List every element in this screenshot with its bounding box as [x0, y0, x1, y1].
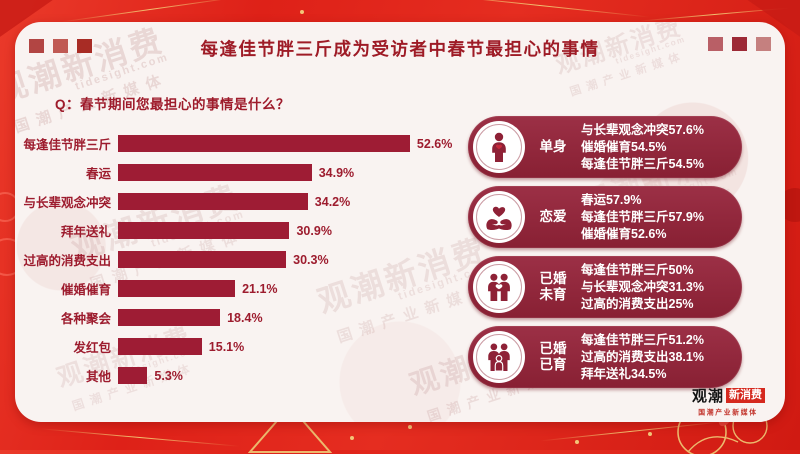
bar-category-label: 各种聚会: [60, 312, 111, 326]
gold-dot: [350, 436, 354, 440]
gold-dot: [575, 440, 579, 444]
chart-row: 与长辈观念冲突 34.2%: [15, 187, 460, 216]
page-title: 每逢佳节胖三斤成为受访者中春节最担心的事情: [200, 39, 600, 59]
gold-dot: [408, 425, 412, 429]
segment-stat-line: 每逢佳节胖三斤51.2%: [581, 332, 704, 347]
content-card: 观潮新消费 tidesight.com 国潮产业新媒体 观潮新消费 tidesight.…: [15, 22, 785, 422]
segment-card: 已婚 已育 每逢佳节胖三斤51.2% 过高的消费支出38.1% 拜年送礼34.5%: [468, 326, 742, 388]
bar-value-label: 18.4%: [227, 310, 263, 325]
bar-value-label: 5.3%: [154, 368, 183, 383]
bar-category-label: 发红包: [73, 341, 111, 355]
segment-stat-line: 过高的消费支出38.1%: [581, 349, 704, 364]
bar: [118, 309, 221, 326]
bar-chart: 每逢佳节胖三斤 52.6% 春运 34.9% 与长辈观念冲突 34.2% 拜年送礼 30.9%…: [15, 129, 460, 390]
bar-category-label: 春运: [85, 167, 111, 181]
frame-gold-line: [60, 0, 240, 23]
chart-row: 春运 34.9%: [15, 158, 460, 187]
gold-dot: [648, 432, 652, 436]
segment-card: 恋爱 春运57.9% 每逢佳节胖三斤57.9% 催婚催育52.6%: [468, 186, 742, 248]
segment-stats: 每逢佳节胖三斤50% 与长辈观念冲突31.3% 过高的消费支出25%: [578, 262, 742, 313]
chart-row: 其他 5.3%: [15, 361, 460, 390]
segment-stat-line: 与长辈观念冲突31.3%: [581, 279, 704, 294]
bar: [118, 280, 236, 297]
brand-logo-highlight: 新消费: [726, 388, 765, 403]
bar: [118, 338, 202, 355]
frame-gold-line: [430, 0, 650, 18]
brand-logo-text: 观潮: [691, 388, 724, 405]
bar: [118, 222, 290, 239]
bar-category-label: 每逢佳节胖三斤: [23, 138, 111, 152]
segment-stat-line: 拜年送礼34.5%: [581, 366, 667, 381]
segment-stats: 春运57.9% 每逢佳节胖三斤57.9% 催婚催育52.6%: [578, 192, 742, 243]
segments-list: 单身 与长辈观念冲突57.6% 催婚催育54.5% 每逢佳节胖三斤54.5% 恋爱 春运5…: [468, 116, 742, 388]
bar: [118, 193, 308, 210]
couple-icon: [473, 261, 525, 313]
decor-squares-top-left: [29, 39, 92, 53]
segment-stat-line: 每逢佳节胖三斤57.9%: [581, 209, 704, 224]
bar: [118, 367, 148, 384]
bar-value-label: 30.3%: [293, 252, 329, 267]
segment-stat-line: 催婚催育52.6%: [581, 226, 667, 241]
segment-card: 已婚 未育 每逢佳节胖三斤50% 与长辈观念冲突31.3% 过高的消费支出25%: [468, 256, 742, 318]
chart-row: 过高的消费支出 30.3%: [15, 245, 460, 274]
bar-value-label: 21.1%: [242, 281, 278, 296]
bar-value-label: 34.9%: [318, 165, 355, 180]
chart-row: 每逢佳节胖三斤 52.6%: [15, 129, 460, 158]
segment-stat-line: 与长辈观念冲突57.6%: [581, 122, 704, 137]
segment-stats: 每逢佳节胖三斤51.2% 过高的消费支出38.1% 拜年送礼34.5%: [578, 332, 742, 383]
bar-category-label: 其他: [85, 370, 111, 384]
segment-stat-line: 每逢佳节胖三斤50%: [581, 262, 694, 277]
bar-value-label: 15.1%: [208, 339, 245, 354]
hands-heart-icon: [473, 191, 525, 243]
segment-stats: 与长辈观念冲突57.6% 催婚催育54.5% 每逢佳节胖三斤54.5%: [578, 122, 742, 173]
bar-category-label: 过高的消费支出: [23, 254, 111, 268]
segment-label: 已婚 未育: [539, 271, 567, 302]
decor-squares-top-right: [708, 37, 771, 51]
bar-value-label: 34.2%: [314, 194, 351, 209]
brand-logo: 观潮 新消费 国潮产业新媒体: [692, 385, 765, 418]
brand-logo-tagline: 国潮产业新媒体: [698, 408, 759, 417]
chart-row: 发红包 15.1%: [15, 332, 460, 361]
segment-card: 单身 与长辈观念冲突57.6% 催婚催育54.5% 每逢佳节胖三斤54.5%: [468, 116, 742, 178]
single-person-icon: [473, 121, 525, 173]
segment-label: 已婚 已育: [539, 341, 567, 372]
bar: [118, 135, 410, 152]
chart-row: 催婚催育 21.1%: [15, 274, 460, 303]
segment-label: 恋爱: [539, 209, 567, 224]
frame-gold-line: [40, 428, 240, 447]
family-icon: [473, 331, 525, 383]
segment-stat-line: 过高的消费支出25%: [581, 296, 694, 311]
segment-stat-line: 催婚催育54.5%: [581, 139, 667, 154]
bar-value-label: 30.9%: [296, 223, 332, 238]
gold-dot: [300, 10, 304, 14]
bar-category-label: 催婚催育: [60, 283, 111, 297]
survey-question: Q：春节期间您最担心的事情是什么？: [55, 97, 291, 112]
chart-row: 拜年送礼 30.9%: [15, 216, 460, 245]
segment-label: 单身: [539, 139, 567, 154]
bar-category-label: 与长辈观念冲突: [23, 196, 111, 210]
segment-stat-line: 每逢佳节胖三斤54.5%: [581, 156, 704, 171]
bar-category-label: 拜年送礼: [60, 225, 111, 239]
bar: [118, 251, 287, 268]
bar-chart-rows: 每逢佳节胖三斤 52.6% 春运 34.9% 与长辈观念冲突 34.2% 拜年送礼 30.9%…: [15, 129, 460, 390]
segment-stat-line: 春运57.9%: [581, 192, 642, 207]
brand-logo-row: 观潮 新消费: [692, 385, 765, 406]
bar-value-label: 52.6%: [416, 136, 453, 151]
chart-row: 各种聚会 18.4%: [15, 303, 460, 332]
bar: [118, 164, 312, 181]
